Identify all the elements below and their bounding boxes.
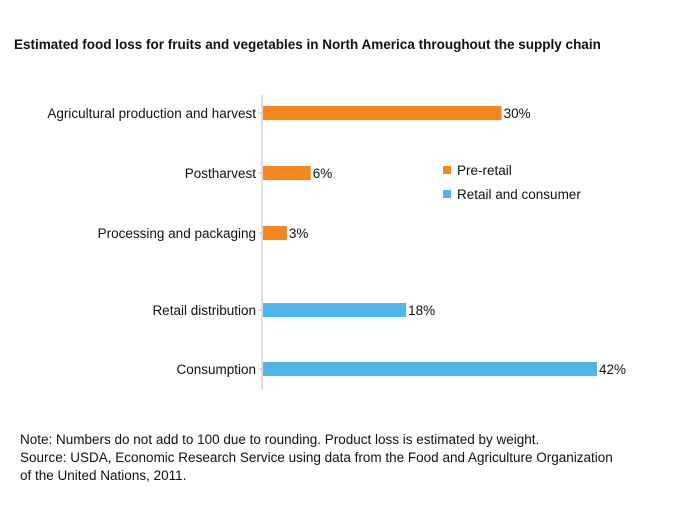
category-label: Retail distribution [152,303,256,318]
category-label: Agricultural production and harvest [47,106,256,121]
chart-source-line-2: of the United Nations, 2011. [20,468,187,483]
chart-source-line-1: Source: USDA, Economic Research Service … [20,450,613,465]
chart-note: Note: Numbers do not add to 100 due to r… [20,432,540,447]
bar [263,362,597,376]
bar [263,106,502,120]
value-label: 6% [313,166,333,181]
bar [263,303,407,317]
bars-layer [263,106,597,376]
category-label: Consumption [176,362,256,377]
value-label: 3% [289,226,309,241]
category-labels-layer: Agricultural production and harvest Posth… [47,106,256,377]
value-labels-layer: 30% 6% 3% 18% 42% [289,106,626,377]
legend-swatch [443,190,451,198]
axis-layer [258,95,263,390]
legend: Pre-retail Retail and consumer [443,163,581,202]
bar [263,226,287,240]
chart-title: Estimated food loss for fruits and veget… [14,37,601,52]
value-label: 18% [408,303,435,318]
bar [263,166,311,180]
category-label: Processing and packaging [98,226,256,241]
legend-label: Retail and consumer [457,187,581,202]
value-label: 30% [504,106,531,121]
category-label: Postharvest [185,166,257,181]
legend-swatch [443,166,451,174]
legend-label: Pre-retail [457,163,512,178]
value-label: 42% [599,362,626,377]
